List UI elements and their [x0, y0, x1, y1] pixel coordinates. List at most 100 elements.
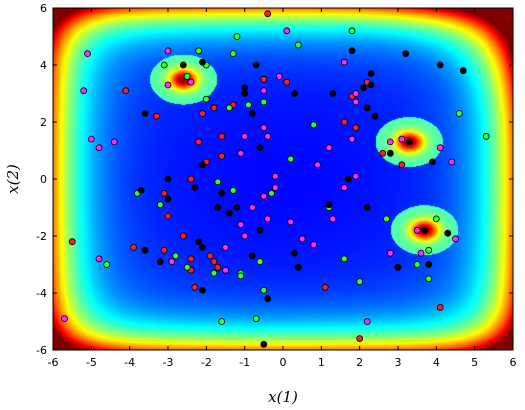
y-tick-label: -6: [36, 344, 47, 357]
data-point: [87, 135, 95, 143]
x-axis-label: x(1): [268, 388, 298, 406]
data-point: [225, 209, 233, 217]
data-point: [425, 261, 433, 268]
data-point: [271, 172, 279, 180]
data-point: [199, 243, 206, 251]
y-tick-label: 0: [40, 173, 47, 186]
data-point: [218, 189, 226, 197]
data-point: [164, 175, 172, 183]
data-point: [164, 195, 172, 203]
data-point: [187, 175, 195, 183]
x-tick-label: 4: [433, 356, 440, 369]
data-point: [436, 303, 444, 311]
x-tick-label: -2: [201, 356, 212, 369]
data-point: [233, 33, 241, 40]
data-point: [356, 335, 364, 343]
data-point: [260, 98, 268, 106]
y-tick-label: -2: [36, 230, 47, 243]
data-point: [168, 258, 176, 266]
data-point: [417, 249, 425, 257]
data-point: [367, 70, 375, 77]
points-layer: [61, 10, 490, 348]
data-point: [287, 218, 295, 226]
x-tick-label: -6: [48, 356, 59, 369]
data-point: [310, 121, 318, 129]
data-point: [352, 172, 360, 180]
data-point: [183, 73, 191, 80]
data-point: [283, 78, 291, 86]
data-point: [398, 135, 406, 143]
data-point: [233, 204, 241, 211]
data-point: [340, 255, 348, 263]
data-point: [191, 184, 199, 192]
data-point: [406, 138, 413, 146]
data-point: [95, 255, 103, 263]
data-point: [245, 101, 252, 109]
data-point: [137, 186, 145, 194]
data-point: [222, 266, 229, 274]
data-point: [356, 278, 364, 286]
data-point: [310, 241, 318, 249]
data-point: [248, 204, 256, 211]
data-point: [183, 263, 191, 271]
data-point: [164, 212, 172, 220]
data-point: [325, 144, 333, 152]
data-point: [340, 118, 348, 126]
x-tick-label: 0: [280, 356, 287, 369]
data-point: [287, 155, 295, 163]
data-point: [348, 47, 356, 55]
y-axis: -6 -4 -2 0 2 4 6: [36, 2, 513, 357]
data-point: [141, 246, 149, 254]
data-point: [455, 110, 463, 117]
data-point: [260, 124, 268, 132]
data-point: [218, 152, 226, 160]
data-point: [260, 340, 268, 348]
data-point: [256, 258, 264, 266]
x-tick-label: 6: [510, 356, 517, 369]
data-point: [187, 255, 195, 263]
data-point: [340, 184, 348, 192]
x-tick-label: -4: [124, 356, 135, 369]
data-point: [195, 47, 203, 55]
data-point: [386, 249, 394, 257]
data-point: [413, 226, 421, 234]
data-point: [436, 61, 444, 69]
data-point: [241, 84, 249, 92]
y-tick-label: 4: [40, 59, 47, 72]
data-point: [210, 104, 218, 112]
data-point: [179, 232, 187, 240]
data-point: [432, 215, 440, 223]
data-point: [241, 132, 249, 140]
x-tick-label: 1: [318, 356, 325, 369]
data-point: [413, 261, 421, 268]
data-point: [164, 81, 172, 89]
data-point: [225, 104, 233, 112]
data-point: [248, 110, 256, 117]
data-point: [459, 67, 467, 75]
x-tick-label: -5: [86, 356, 97, 369]
data-point: [156, 201, 164, 209]
data-point: [199, 286, 206, 294]
data-point: [160, 246, 168, 254]
data-point: [160, 61, 168, 69]
data-point: [352, 98, 360, 106]
data-point: [229, 50, 237, 57]
data-point: [260, 87, 268, 95]
data-point: [264, 10, 272, 18]
data-point: [199, 110, 206, 117]
data-point: [260, 75, 268, 83]
data-point: [237, 221, 245, 229]
data-point: [379, 149, 387, 157]
data-point: [291, 249, 298, 257]
data-point: [214, 178, 222, 186]
y-tick-label: -4: [36, 287, 47, 300]
data-point: [256, 144, 264, 152]
data-point: [195, 138, 203, 146]
data-point: [218, 132, 226, 140]
y-tick-label: 2: [40, 116, 47, 129]
data-point: [363, 104, 371, 112]
data-point: [329, 90, 337, 97]
data-point: [68, 238, 76, 246]
